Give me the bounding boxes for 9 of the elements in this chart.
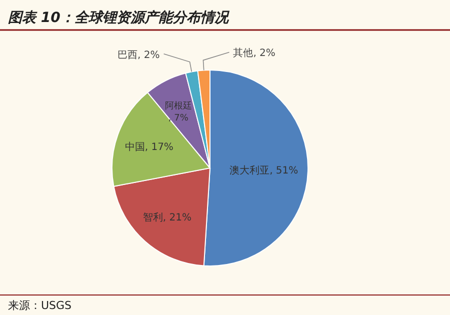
slice-label: 阿根廷 [164,100,192,112]
slice-label: 巴西, 2% [118,50,160,61]
slice-label: 智利, 21% [142,212,192,224]
slice-label: 其他, 2% [233,47,276,60]
data-label: , 7% [168,113,189,124]
slice-label: 澳大利亚, 51% [230,164,298,177]
slice-label: 中国, 17% [124,141,174,154]
source-note: 来源：USGS [8,299,72,312]
chart-title: 图表 10：全球锂资源产能分布情况 [8,9,230,26]
